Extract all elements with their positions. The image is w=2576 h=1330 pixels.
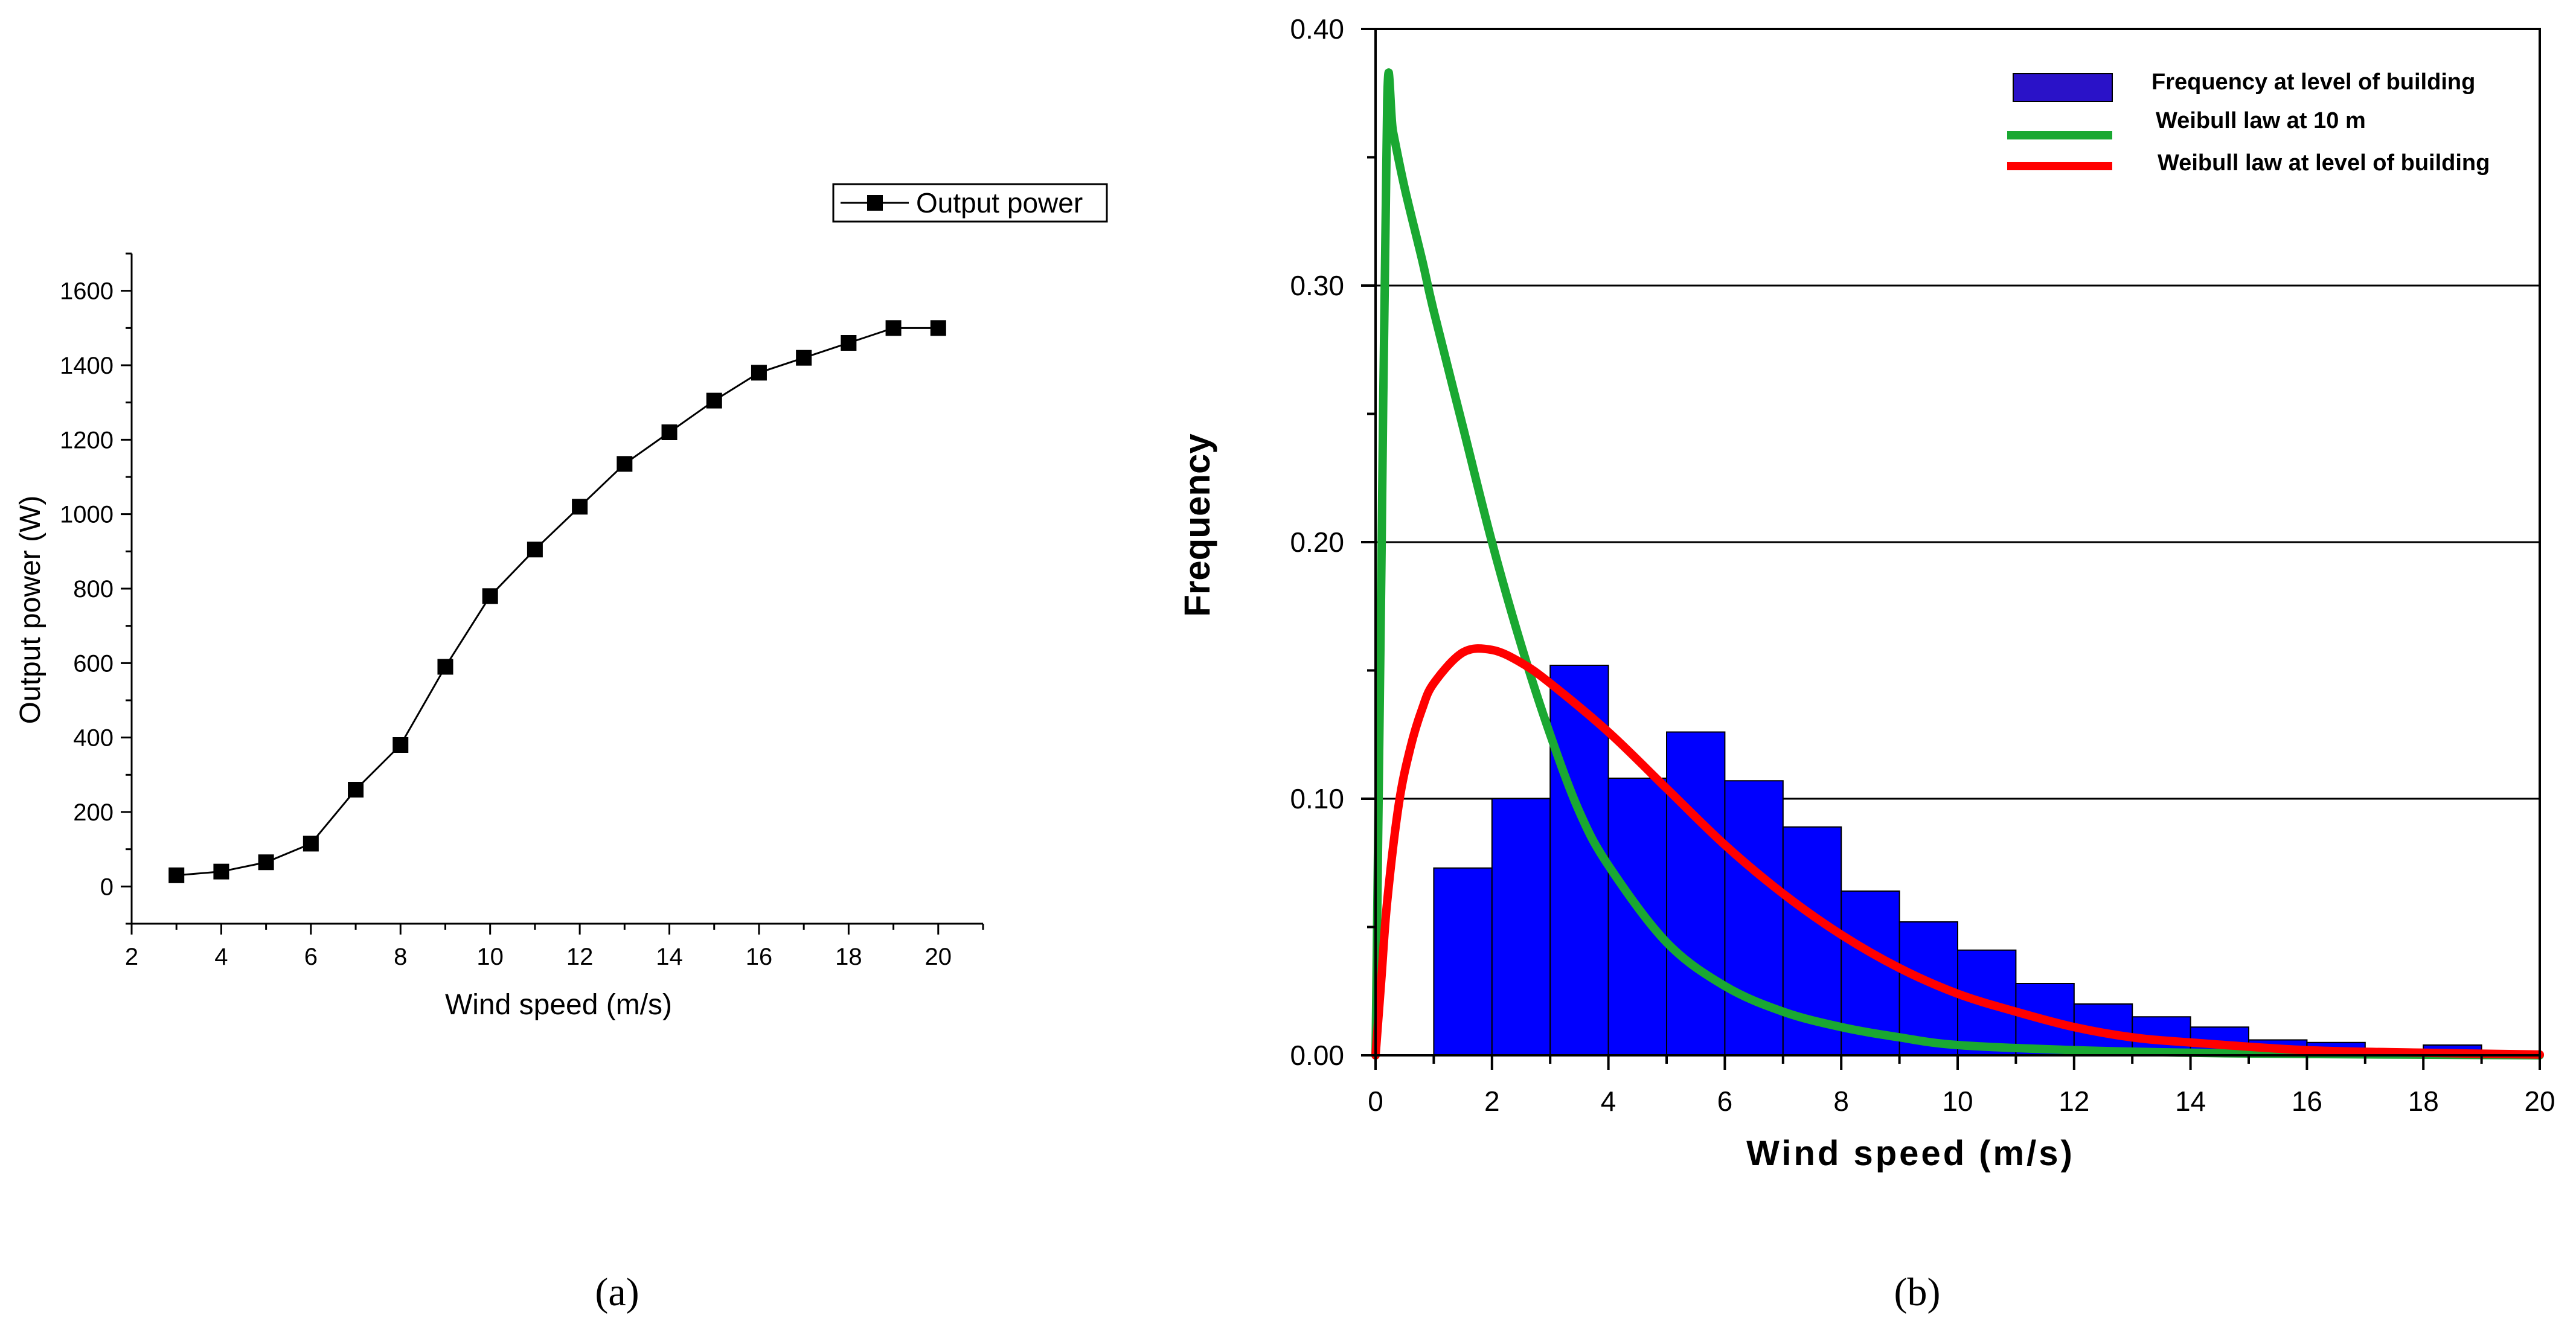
chart-a-data-point bbox=[348, 782, 364, 798]
chart-b-x-ticks: 0 2 4 6 8 10 12 14 16 18 20 bbox=[1368, 1055, 2555, 1117]
chart-b-y-axis-label: Frequency bbox=[1177, 433, 1217, 617]
chart-a-y-tick-label: 1200 bbox=[60, 427, 114, 453]
chart-b-y-tick-label: 0.40 bbox=[1290, 13, 1344, 45]
chart-a-x-tick-label: 4 bbox=[214, 944, 228, 970]
chart-a-x-tick-label: 8 bbox=[394, 944, 407, 970]
chart-a-legend-label: Output power bbox=[916, 187, 1083, 219]
chart-b-legend-label-histogram: Frequency at level of building bbox=[2151, 69, 2475, 95]
chart-b-x-tick-label: 8 bbox=[1833, 1085, 1849, 1117]
chart-b-x-tick-label: 10 bbox=[1942, 1085, 1973, 1117]
chart-a-y-tick-label: 600 bbox=[73, 650, 114, 677]
chart-a-y-tick-label: 1000 bbox=[60, 502, 114, 528]
chart-a-x-tick-label: 18 bbox=[835, 944, 862, 970]
chart-b-y-tick-label: 0.30 bbox=[1290, 270, 1344, 301]
chart-a-x-tick-label: 16 bbox=[746, 944, 773, 970]
chart-b-histogram-bar bbox=[1491, 798, 1551, 1056]
chart-a-data-point bbox=[661, 424, 678, 440]
chart-a-y-tick-label: 800 bbox=[73, 576, 114, 603]
chart-b-x-tick-label: 0 bbox=[1368, 1085, 1383, 1117]
chart-a-legend-marker bbox=[867, 195, 883, 211]
chart-a-x-tick-label: 2 bbox=[125, 944, 138, 970]
chart-a-y-axis-label: Output power (W) bbox=[14, 496, 46, 724]
chart-a-data-point bbox=[392, 737, 409, 753]
chart-a-y-ticks: 0 200 400 600 800 1000 1200 1400 1600 bbox=[60, 252, 132, 925]
chart-a-data-point bbox=[885, 320, 902, 336]
chart-a-y-tick-label: 1600 bbox=[60, 278, 114, 305]
chart-a-x-axis-label: Wind speed (m/s) bbox=[445, 989, 672, 1021]
chart-a-y-tick-label: 400 bbox=[73, 725, 114, 752]
chart-a-data-point bbox=[930, 320, 946, 336]
chart-a-x-tick-label: 6 bbox=[304, 944, 318, 970]
chart-b-x-tick-label: 2 bbox=[1484, 1085, 1500, 1117]
chart-a-legend: Output power bbox=[832, 183, 1108, 223]
chart-b-histogram-bar bbox=[1607, 778, 1668, 1056]
chart-a-data-point bbox=[617, 456, 633, 472]
chart-b-histogram-bar bbox=[1724, 780, 1784, 1056]
chart-a-y-tick-label: 0 bbox=[100, 874, 114, 900]
chart-b-legend-swatch-histogram bbox=[2013, 73, 2113, 102]
chart-b-histogram-bar bbox=[1666, 731, 1726, 1056]
chart-b-x-tick-label: 20 bbox=[2524, 1085, 2555, 1117]
chart-a-data-point bbox=[572, 499, 588, 515]
chart-b-histogram-bar bbox=[1549, 665, 1609, 1056]
chart-a-axes bbox=[130, 254, 983, 925]
chart-b-x-tick-label: 18 bbox=[2408, 1085, 2439, 1117]
chart-a-data-point bbox=[527, 542, 543, 558]
chart-b-legend: Frequency at level of building Weibull l… bbox=[2007, 69, 2490, 176]
chart-a-x-tick-label: 12 bbox=[566, 944, 594, 970]
chart-b-y-ticks: 0.00 0.10 0.20 0.30 0.40 bbox=[1290, 13, 1376, 1071]
chart-a-data-point bbox=[796, 350, 812, 366]
chart-b-y-tick-label: 0.00 bbox=[1290, 1040, 1344, 1071]
chart-b-y-tick-label: 0.10 bbox=[1290, 783, 1344, 814]
chart-b-y-tick-label: 0.20 bbox=[1290, 526, 1344, 558]
chart-a-x-tick-label: 20 bbox=[925, 944, 952, 970]
chart-a-y-tick-label: 1400 bbox=[60, 353, 114, 379]
chart-a-data-point bbox=[168, 867, 185, 883]
chart-b-x-tick-label: 14 bbox=[2175, 1085, 2206, 1117]
chart-a-data-point bbox=[213, 863, 229, 880]
chart-a-legend-box bbox=[832, 183, 1108, 223]
chart-b-histogram-bar bbox=[1433, 867, 1493, 1056]
chart-b-x-tick-label: 4 bbox=[1601, 1085, 1616, 1117]
chart-b-weibull-building-line bbox=[1371, 644, 2544, 1060]
chart-a-output-power: 2 4 6 8 10 12 14 16 18 20 0 200 400 600 800 1000 1200 14… bbox=[14, 183, 1108, 1314]
chart-b-x-tick-label: 16 bbox=[2292, 1085, 2322, 1117]
chart-a-x-ticks: 2 4 6 8 10 12 14 16 18 20 bbox=[125, 924, 984, 970]
chart-b-x-tick-label: 6 bbox=[1717, 1085, 1733, 1117]
chart-b-legend-label-weibull-building: Weibull law at level of building bbox=[2158, 150, 2490, 176]
chart-b-weibull-10m-line bbox=[1371, 68, 2544, 1060]
chart-a-data-point bbox=[303, 836, 319, 852]
chart-a-data-point bbox=[841, 335, 857, 351]
chart-b-x-axis-label: Wind speed (m/s) bbox=[1746, 1134, 2075, 1173]
chart-a-series-markers bbox=[168, 320, 946, 883]
chart-a-data-point bbox=[437, 659, 453, 675]
chart-b-legend-label-weibull-10m: Weibull law at 10 m bbox=[2156, 108, 2366, 133]
chart-a-data-point bbox=[706, 392, 722, 409]
chart-a-x-tick-label: 14 bbox=[656, 944, 683, 970]
chart-b-caption: (b) bbox=[1894, 1270, 1941, 1314]
chart-a-data-point bbox=[751, 365, 767, 381]
chart-a-data-point bbox=[482, 588, 498, 604]
chart-a-x-tick-label: 10 bbox=[476, 944, 504, 970]
chart-a-data-point bbox=[258, 854, 274, 871]
chart-b-x-tick-label: 12 bbox=[2059, 1085, 2089, 1117]
chart-b-wind-frequency: 0 2 4 6 8 10 12 14 16 18 20 0.00 0.10 0.20 0.30 0.40 F… bbox=[1177, 13, 2555, 1314]
chart-a-y-tick-label: 200 bbox=[73, 799, 114, 826]
chart-a-series-line bbox=[176, 327, 938, 877]
chart-a-caption: (a) bbox=[595, 1270, 639, 1314]
